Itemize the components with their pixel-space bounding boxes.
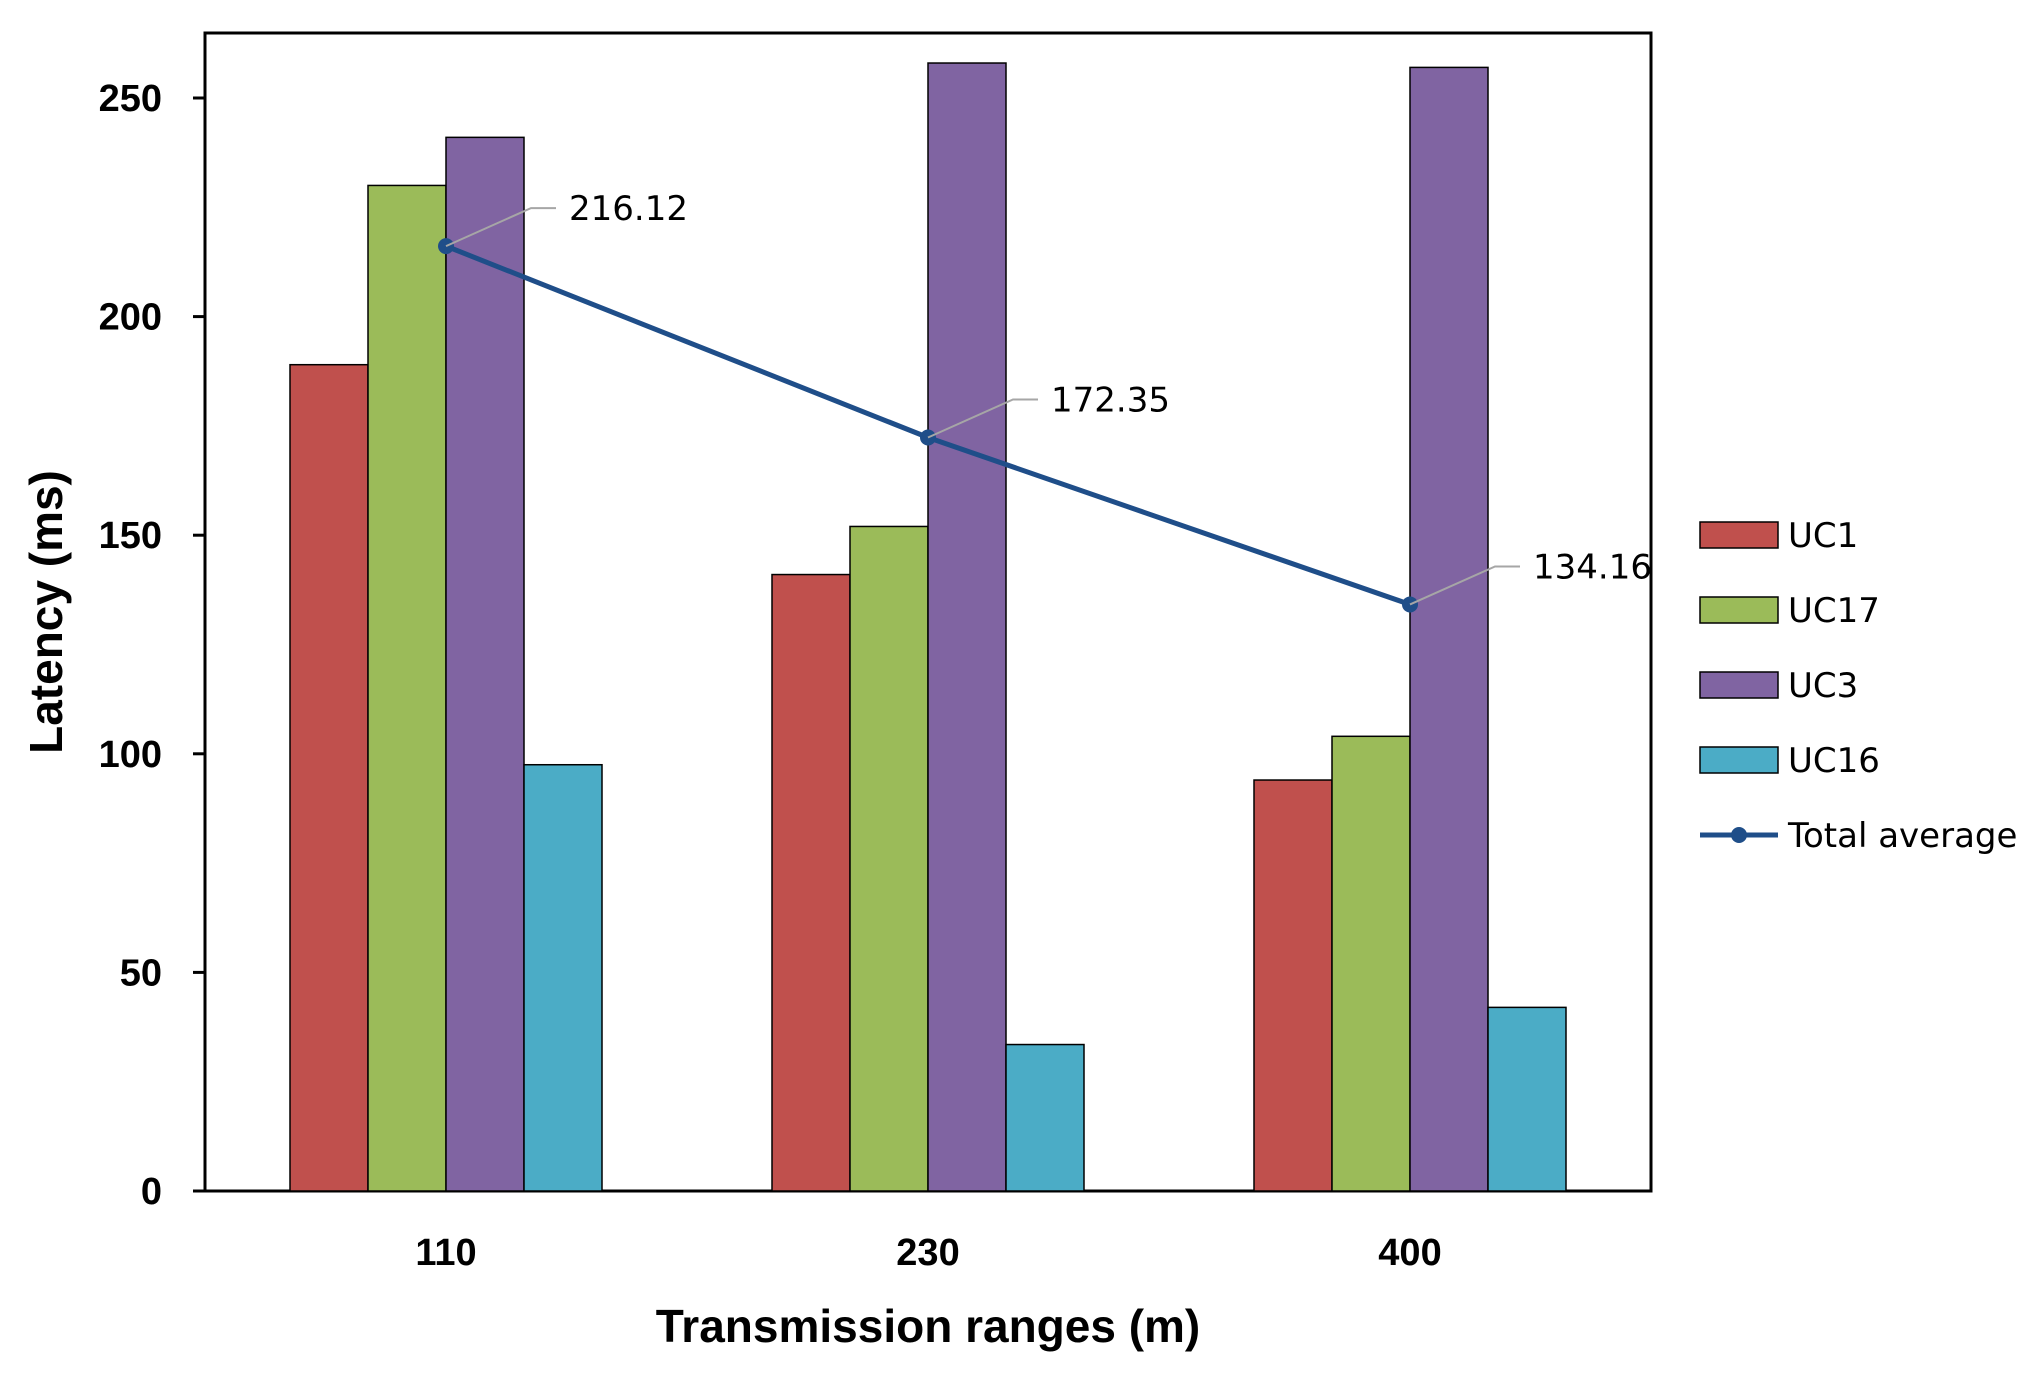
line-layer: 216.12 172.35 134.16: [438, 189, 1652, 613]
data-label-leader: [1409, 565, 1520, 606]
bar-uc17-230: [849, 525, 929, 1192]
y-tick-label: 250: [99, 78, 162, 120]
x-tick-label: 230: [896, 1232, 959, 1274]
bar-uc1-110: [289, 363, 369, 1192]
legend-marker-total-average: [1731, 827, 1747, 843]
legend-label-total-average: Total average: [1787, 816, 2017, 856]
y-tick-label: 200: [99, 297, 162, 339]
x-axis-title: Transmission ranges (m): [656, 1300, 1201, 1352]
bar-uc16-230: [1005, 1043, 1085, 1192]
legend-swatch-uc16: [1699, 746, 1779, 774]
bar-uc17-110: [367, 184, 447, 1192]
data-label-leader: [927, 398, 1038, 439]
y-tick-label: 100: [99, 734, 162, 776]
legend-swatch-uc17: [1699, 596, 1779, 624]
data-label-leader: [445, 207, 556, 248]
bar-uc3-110: [445, 136, 525, 1192]
bar-uc17-400: [1331, 735, 1411, 1192]
bar-uc1-400: [1253, 779, 1333, 1192]
bars-layer: [289, 62, 1567, 1192]
y-tick-label: 0: [141, 1171, 162, 1213]
bar-uc16-400: [1487, 1006, 1567, 1192]
y-tick-label: 150: [99, 515, 162, 557]
legend: UC1 UC17 UC3 UC16 Total average: [1699, 516, 2017, 856]
legend-label-uc1: UC1: [1788, 516, 1858, 556]
bar-uc3-400: [1409, 66, 1489, 1192]
total-average-data-label: 172.35: [1051, 380, 1170, 420]
legend-label-uc16: UC16: [1788, 741, 1880, 781]
axis-layer: 0 50 100 150 200 250 110 230 400: [99, 78, 1442, 1274]
y-tick-label: 50: [120, 952, 162, 994]
legend-swatch-uc3: [1699, 671, 1779, 699]
bar-uc1-230: [771, 573, 851, 1192]
total-average-data-label: 134.16: [1533, 547, 1652, 587]
y-axis-title: Latency (ms): [20, 470, 72, 754]
bar-uc3-230: [927, 62, 1007, 1192]
bar-uc16-110: [523, 763, 603, 1192]
legend-swatch-uc1: [1699, 521, 1779, 549]
x-tick-label: 110: [415, 1232, 476, 1274]
x-tick-label: 400: [1378, 1232, 1441, 1274]
legend-label-uc3: UC3: [1788, 666, 1858, 706]
legend-label-uc17: UC17: [1788, 591, 1880, 631]
total-average-data-label: 216.12: [569, 189, 688, 229]
